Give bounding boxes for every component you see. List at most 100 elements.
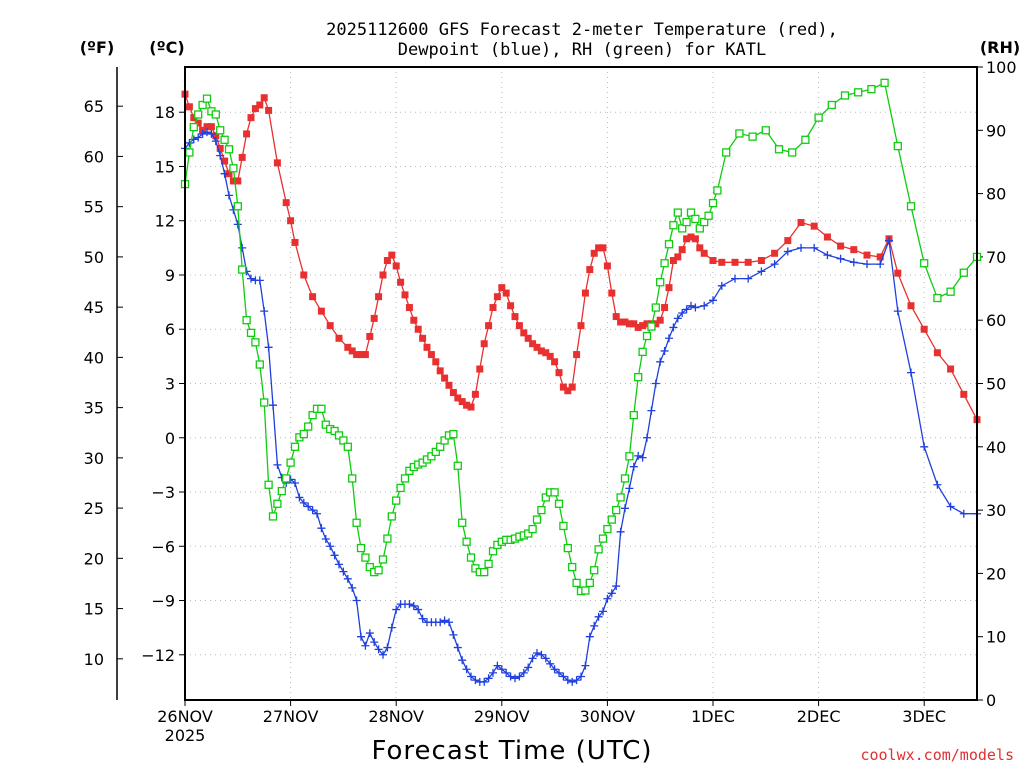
rh-tick-label: 70 xyxy=(986,248,1006,267)
data-point xyxy=(436,442,445,451)
data-point xyxy=(554,499,564,508)
data-point xyxy=(797,243,805,252)
data-point xyxy=(405,600,414,609)
series-line xyxy=(184,81,978,592)
data-point xyxy=(269,401,277,410)
data-point xyxy=(207,129,216,138)
data-point xyxy=(194,110,203,119)
data-point xyxy=(656,316,664,324)
data-point xyxy=(863,260,871,269)
rh-tick-label: 50 xyxy=(986,375,1006,394)
data-point xyxy=(639,322,647,330)
data-point xyxy=(590,249,598,257)
data-point xyxy=(867,85,876,94)
data-point xyxy=(356,543,366,553)
data-point xyxy=(599,607,607,616)
data-point xyxy=(599,244,607,252)
data-point xyxy=(335,560,343,569)
data-point xyxy=(638,453,647,462)
rh-tick-label: 20 xyxy=(986,564,1006,583)
data-point xyxy=(551,358,559,366)
data-point xyxy=(352,518,361,527)
data-point xyxy=(550,665,559,674)
data-point xyxy=(392,262,400,270)
data-point xyxy=(947,365,955,373)
data-point xyxy=(577,322,585,330)
data-point xyxy=(585,632,594,641)
data-point xyxy=(185,138,194,147)
data-point xyxy=(265,106,273,114)
time-tick-label: 28NOV xyxy=(368,707,424,726)
data-point xyxy=(260,398,269,407)
data-point xyxy=(216,126,225,135)
fahrenheit-tick-label: 65 xyxy=(84,97,104,116)
data-point xyxy=(401,291,409,299)
data-point xyxy=(744,258,752,266)
data-point xyxy=(264,343,273,352)
data-point xyxy=(224,145,234,154)
data-point xyxy=(378,555,388,564)
data-point xyxy=(683,235,691,243)
plot-frame xyxy=(184,66,978,701)
data-point xyxy=(260,94,268,102)
data-point xyxy=(722,148,731,157)
data-point xyxy=(462,665,471,674)
data-point xyxy=(603,262,611,270)
data-point xyxy=(387,512,396,521)
data-point xyxy=(616,493,625,502)
data-point xyxy=(330,551,339,560)
data-point xyxy=(194,133,203,142)
rh-tick-label: 90 xyxy=(986,121,1006,140)
data-point xyxy=(959,509,968,518)
data-point xyxy=(493,661,502,670)
data-point xyxy=(669,257,677,265)
data-point xyxy=(876,253,884,261)
data-point xyxy=(713,186,722,195)
data-point xyxy=(814,113,823,122)
data-point xyxy=(823,233,831,241)
data-point xyxy=(537,650,546,659)
data-point xyxy=(673,314,682,323)
data-point xyxy=(449,630,458,639)
data-point xyxy=(287,217,295,225)
data-point xyxy=(462,537,471,546)
data-point xyxy=(770,260,779,269)
time-tick-label: 29NOV xyxy=(474,707,530,726)
time-tick-label: 27NOV xyxy=(263,707,319,726)
data-point xyxy=(348,347,356,355)
data-point xyxy=(634,451,643,460)
data-point xyxy=(454,394,462,402)
data-point xyxy=(678,246,686,254)
series-2-meter-temperature xyxy=(181,90,981,424)
data-point xyxy=(590,566,599,575)
data-point xyxy=(198,129,207,138)
data-point xyxy=(295,493,304,502)
celsius-tick-label: 15 xyxy=(155,157,175,176)
data-point xyxy=(300,271,308,279)
data-point xyxy=(238,265,247,274)
data-point xyxy=(960,390,968,398)
data-point xyxy=(608,289,616,297)
data-point xyxy=(357,351,365,359)
data-point xyxy=(691,235,699,243)
data-point xyxy=(784,237,792,245)
data-point xyxy=(489,304,497,312)
data-point xyxy=(541,493,550,502)
data-point xyxy=(383,643,392,652)
data-point xyxy=(321,420,330,429)
data-point xyxy=(836,254,845,263)
data-point xyxy=(586,266,594,274)
data-point xyxy=(533,648,541,657)
data-point xyxy=(339,436,348,445)
celsius-tick-label: −6 xyxy=(151,537,175,556)
data-point xyxy=(585,578,594,588)
data-point xyxy=(185,148,194,157)
data-point xyxy=(810,243,819,252)
data-point xyxy=(748,132,757,141)
data-point xyxy=(246,328,256,338)
celsius-tick-label: −9 xyxy=(151,592,175,611)
data-point xyxy=(612,313,620,321)
data-point xyxy=(273,499,282,508)
data-point xyxy=(419,334,427,342)
fahrenheit-axis-unit: (ºF) xyxy=(80,38,115,57)
